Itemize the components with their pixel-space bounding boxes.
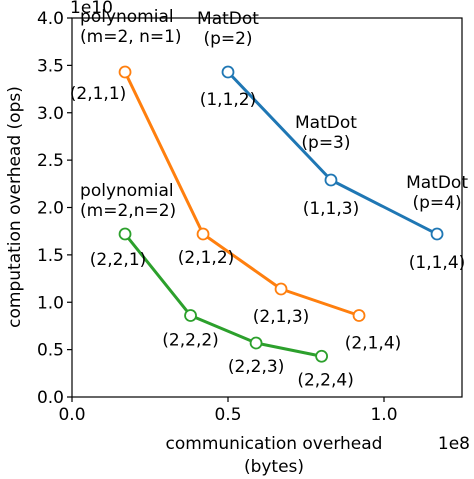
annotation-line: polynomial bbox=[80, 7, 174, 27]
series-line bbox=[123, 233, 322, 358]
data-point bbox=[249, 336, 263, 350]
annotation: polynomial (m=2, n=1) bbox=[80, 7, 182, 47]
point-label: (2,1,2) bbox=[178, 248, 235, 268]
annotation-line: (m=2,n=2) bbox=[80, 201, 176, 221]
point-labels: (1,1,2) (1,1,3) (1,1,4) (2,1,1) (2,1,2) (2,1,… bbox=[70, 84, 466, 390]
point-label: (2,1,3) bbox=[253, 307, 310, 327]
x-axis-exponent: 1e8 bbox=[438, 434, 470, 454]
y-tick-label: 3.0 bbox=[37, 104, 64, 124]
x-tick-label: 1.0 bbox=[370, 405, 397, 425]
y-tick-label: 2.5 bbox=[37, 151, 64, 171]
data-point bbox=[430, 227, 444, 241]
data-point bbox=[221, 65, 235, 79]
annotation-line: (m=2, n=1) bbox=[80, 27, 182, 47]
annotations: polynomial (m=2, n=1)polynomial (m=2,n=2)M… bbox=[80, 7, 468, 221]
annotation-line: (p=4) bbox=[412, 193, 461, 213]
annotation-line: MatDot bbox=[295, 113, 357, 133]
series-line bbox=[123, 71, 360, 317]
annotation: MatDot (p=3) bbox=[295, 113, 357, 153]
y-tick-label: 0.5 bbox=[37, 341, 64, 361]
x-axis-label-line2: (bytes) bbox=[244, 457, 304, 477]
annotation-line: MatDot bbox=[197, 9, 259, 29]
point-label: (2,1,4) bbox=[345, 334, 402, 354]
x-axis-label-line1: communication overhead bbox=[166, 434, 383, 454]
x-tick-label: 0.5 bbox=[214, 405, 241, 425]
x-axis: 0.0 0.5 1.0 bbox=[58, 397, 398, 425]
y-axis-exponent: 1e10 bbox=[70, 0, 113, 18]
point-label: (1,1,3) bbox=[303, 199, 360, 219]
data-point bbox=[324, 173, 338, 187]
data-point bbox=[352, 309, 366, 322]
data-point bbox=[274, 282, 288, 296]
point-label: (2,2,2) bbox=[162, 331, 219, 351]
annotation: polynomial (m=2,n=2) bbox=[80, 181, 176, 221]
annotation-line: polynomial bbox=[80, 181, 174, 201]
y-tick-label: 2.0 bbox=[37, 199, 64, 219]
point-label: (1,1,4) bbox=[409, 253, 466, 273]
point-label: (2,1,1) bbox=[70, 84, 127, 104]
annotation-line: (p=2) bbox=[203, 29, 252, 49]
data-point bbox=[118, 65, 132, 79]
annotation-line: (p=3) bbox=[301, 133, 350, 153]
annotation-line: MatDot bbox=[406, 173, 468, 193]
y-tick-label: 4.0 bbox=[37, 9, 64, 29]
y-tick-label: 0.0 bbox=[37, 388, 64, 408]
x-tick-label: 0.0 bbox=[58, 405, 85, 425]
point-label: (2,2,3) bbox=[228, 357, 285, 377]
y-axis: 0.0 0.5 1.0 1.5 2.0 2.5 3.0 3.5 4.0 bbox=[37, 9, 72, 408]
point-label: (2,2,4) bbox=[297, 370, 354, 390]
annotation: MatDot (p=4) bbox=[406, 173, 468, 213]
y-tick-label: 1.0 bbox=[37, 293, 64, 313]
y-tick-label: 1.5 bbox=[37, 246, 64, 266]
y-axis-label: computation overhead (ops) bbox=[5, 86, 25, 328]
data-point bbox=[118, 227, 132, 241]
point-label: (1,1,2) bbox=[200, 90, 257, 110]
data-point bbox=[196, 227, 210, 241]
data-point bbox=[315, 349, 329, 363]
series-points bbox=[118, 65, 444, 363]
annotation: MatDot (p=2) bbox=[197, 9, 259, 49]
y-tick-label: 3.5 bbox=[37, 56, 64, 76]
data-point bbox=[184, 309, 197, 322]
point-label: (2,2,1) bbox=[90, 250, 147, 270]
